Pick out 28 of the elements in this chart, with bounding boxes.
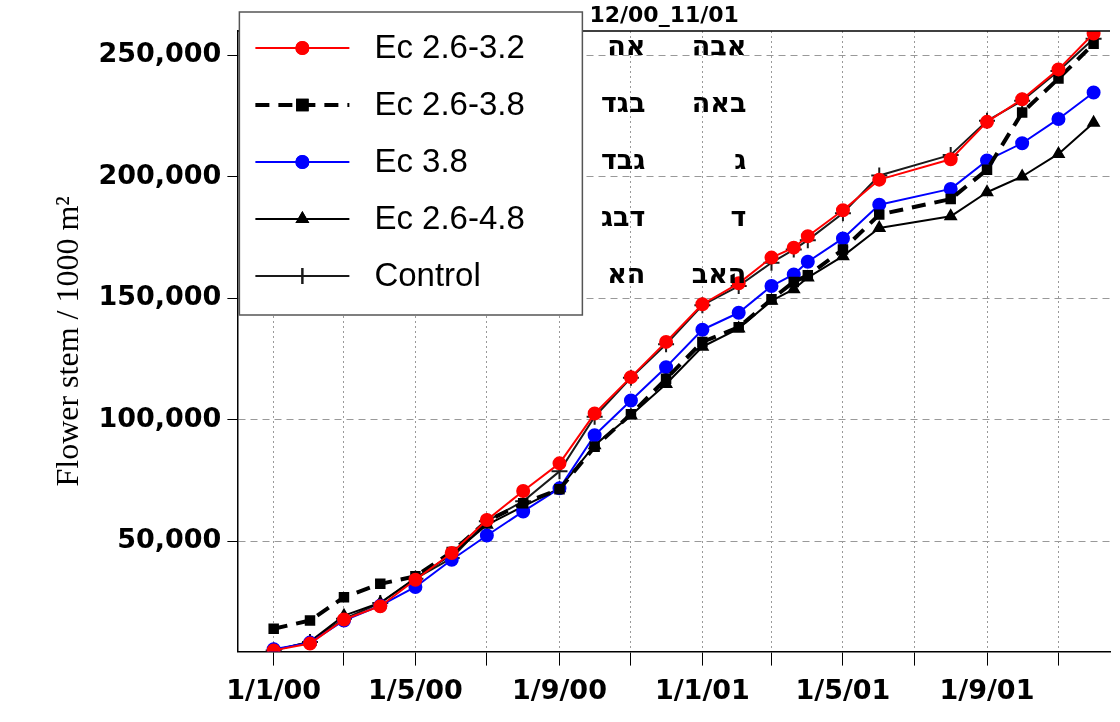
annotation: אה <box>607 30 646 62</box>
x-tick-label: 1/9/01 <box>939 673 1035 705</box>
annotation: באה <box>691 87 747 119</box>
y-tick-label: 100,000 <box>98 401 222 433</box>
x-tick-label: 1/1/01 <box>654 673 750 705</box>
x-tick-label: 1/1/00 <box>226 673 322 705</box>
x-tick-label: 1/9/00 <box>512 673 607 705</box>
legend-label: Ec 2.6-4.8 <box>374 199 525 237</box>
annotation: דבג <box>600 201 646 233</box>
legend-label: Ec 2.6-3.2 <box>374 28 525 66</box>
annotation: בגד <box>600 87 646 119</box>
annotation: האב <box>691 258 747 290</box>
x-tick-label: 1/5/01 <box>795 673 891 705</box>
text: 12/00_11/01 <box>589 1 739 27</box>
x-tick-label: 1/5/00 <box>367 673 463 705</box>
legend-label: Control <box>374 256 481 294</box>
annotation: ג <box>734 144 747 176</box>
y-tick-label: 150,000 <box>98 280 222 312</box>
y-tick-label: 250,000 <box>98 37 222 69</box>
y-tick-label: 200,000 <box>98 158 222 190</box>
legend-label: Ec 3.8 <box>374 142 468 180</box>
annotation: ד <box>730 201 747 233</box>
annotation: אבה <box>691 30 747 62</box>
annotation: גבד <box>600 144 646 176</box>
y-tick-label: 50,000 <box>117 523 222 555</box>
y-axis-title: Flower stem / 1000 m² <box>48 196 85 487</box>
annotation: הא <box>607 258 646 290</box>
legend-label: Ec 2.6-3.8 <box>374 85 525 123</box>
